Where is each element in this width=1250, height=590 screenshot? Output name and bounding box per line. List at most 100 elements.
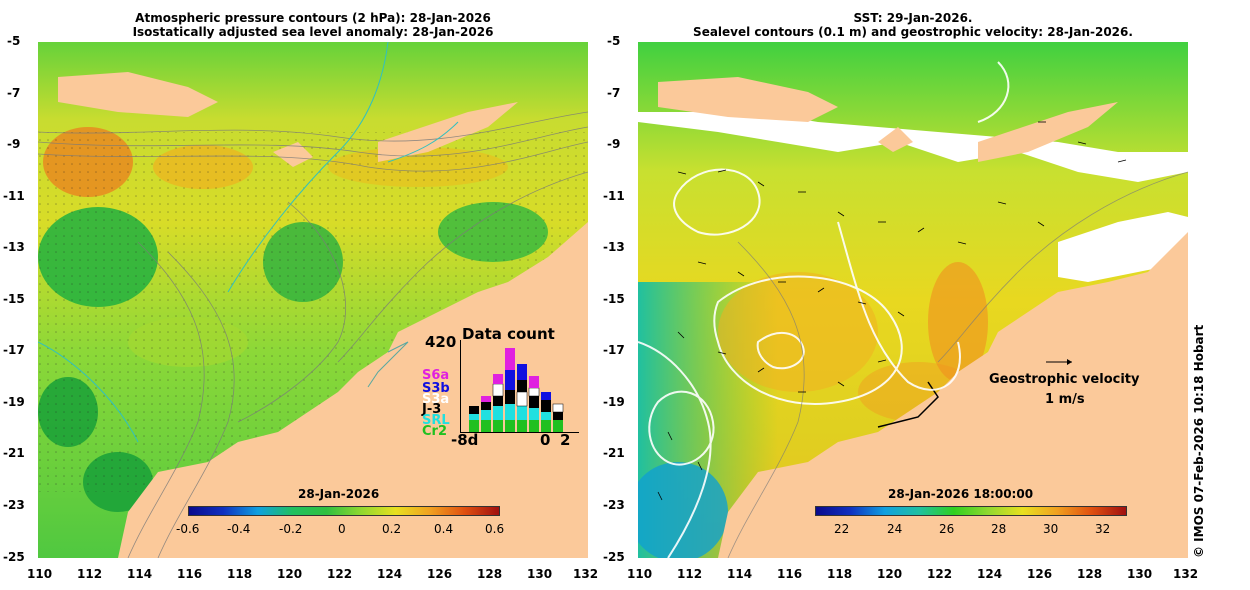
histogram-bar	[492, 374, 504, 432]
left-x-tick: 110	[27, 567, 53, 581]
left-y-tick: -25	[3, 550, 25, 564]
geostrophic-velocity-arrows	[657, 121, 1127, 501]
left-colorbar-tick: -0.4	[227, 522, 251, 536]
coastline-detail	[367, 341, 409, 388]
sea-level-anomaly-map	[38, 42, 588, 558]
cold-southwest-water	[638, 462, 728, 558]
right-title: SST: 29-Jan-2026. Sealevel contours (0.1…	[638, 11, 1188, 39]
right-y-tick: -15	[603, 292, 625, 306]
left-y-tick: -11	[3, 189, 25, 203]
mission-label-cr2: Cr2	[422, 424, 447, 439]
left-colorbar-tick: -0.6	[176, 522, 200, 536]
sea-level-contours	[638, 61, 1010, 558]
mission-label-s6a: S6a	[422, 368, 450, 383]
left-x-tick: 116	[177, 567, 203, 581]
island-java	[658, 77, 838, 122]
right-title-line1: SST: 29-Jan-2026.	[853, 11, 973, 25]
histogram-bar	[481, 396, 491, 432]
right-x-tick: 112	[677, 567, 703, 581]
sst-colorbar	[815, 506, 1127, 516]
velocity-legend-title: Geostrophic velocity	[989, 372, 1140, 387]
velocity-scale-arrow	[1046, 359, 1072, 365]
left-x-tick: 114	[127, 567, 153, 581]
island-timor	[378, 102, 518, 162]
right-y-tick: -19	[603, 395, 625, 409]
right-y-tick: -5	[607, 34, 621, 48]
right-y-tick: -13	[603, 240, 625, 254]
histogram-bar	[528, 376, 540, 432]
left-y-tick: -13	[3, 240, 25, 254]
right-title-line2: Sealevel contours (0.1 m) and geostrophi…	[693, 25, 1133, 39]
left-map[interactable]	[38, 42, 588, 558]
anomaly-colorbar	[188, 506, 500, 516]
data-count-title: Data count	[462, 325, 555, 343]
data-count-x-end: 2	[560, 431, 571, 449]
left-x-tick: 122	[327, 567, 353, 581]
right-x-tick: 120	[877, 567, 903, 581]
left-x-tick: 132	[573, 567, 599, 581]
left-colorbar-tick: 0.6	[485, 522, 505, 536]
right-map[interactable]	[638, 42, 1188, 558]
pressure-contours	[38, 42, 459, 443]
data-count-histogram	[460, 340, 579, 433]
island-java	[58, 72, 218, 117]
coastline-detail	[877, 381, 939, 428]
australia-mainland	[718, 232, 1188, 558]
mission-label-j3: J-3	[422, 402, 442, 417]
left-x-tick: 126	[427, 567, 453, 581]
left-x-tick: 124	[377, 567, 403, 581]
histogram-bar	[541, 392, 551, 432]
data-count-x-zero: 0	[540, 431, 551, 449]
right-y-tick: -7	[607, 86, 621, 100]
velocity-legend-scale: 1 m/s	[1045, 392, 1085, 407]
left-x-tick: 118	[227, 567, 253, 581]
right-x-tick: 130	[1127, 567, 1153, 581]
mission-label-srl: SRL	[422, 413, 450, 428]
right-colorbar-tick: 30	[1043, 522, 1059, 536]
right-y-tick: -21	[603, 446, 625, 460]
histogram-bar	[505, 348, 515, 432]
left-x-tick: 120	[277, 567, 303, 581]
right-colorbar-tick: 28	[991, 522, 1007, 536]
data-count-bars	[469, 348, 564, 432]
left-y-tick: -15	[3, 292, 25, 306]
left-y-tick: -21	[3, 446, 25, 460]
mission-label-s3a: S3a	[422, 392, 450, 407]
imos-credit: © IMOS 07-Feb-2026 10:18 Hobart	[1192, 324, 1206, 558]
right-x-tick: 126	[1027, 567, 1053, 581]
right-x-tick: 124	[977, 567, 1003, 581]
right-y-tick: -25	[603, 550, 625, 564]
left-title-line1: Atmospheric pressure contours (2 hPa): 2…	[135, 11, 491, 25]
australia-mainland	[118, 222, 588, 558]
histogram-bar	[552, 403, 564, 432]
right-y-tick: -17	[603, 343, 625, 357]
left-y-tick: -17	[3, 343, 25, 357]
histogram-bar	[469, 406, 479, 432]
right-x-tick: 122	[927, 567, 953, 581]
right-y-tick: -9	[607, 137, 621, 151]
data-count-x-start: -8d	[451, 431, 479, 449]
left-colorbar-tick: -0.2	[279, 522, 303, 536]
left-y-tick: -5	[7, 34, 21, 48]
right-x-tick: 118	[827, 567, 853, 581]
right-colorbar-tick: 24	[887, 522, 903, 536]
right-x-tick: 110	[627, 567, 653, 581]
left-title-line2: Isostatically adjusted sea level anomaly…	[132, 25, 494, 39]
left-x-tick: 130	[527, 567, 553, 581]
left-x-tick: 128	[477, 567, 503, 581]
island-sumbawa	[273, 142, 313, 167]
bathymetry-contours	[38, 111, 588, 558]
left-y-tick: -7	[7, 86, 21, 100]
island-sumbawa	[878, 127, 913, 152]
warm-coast-water	[928, 262, 988, 382]
left-colorbar-tick: 0.2	[382, 522, 402, 536]
histogram-bar	[516, 364, 528, 432]
right-x-tick: 132	[1173, 567, 1199, 581]
left-y-tick: -9	[7, 137, 21, 151]
right-x-tick: 116	[777, 567, 803, 581]
right-x-tick: 128	[1077, 567, 1103, 581]
mission-label-s3b: S3b	[422, 381, 450, 396]
bathymetry-contours	[727, 171, 1188, 558]
right-colorbar-tick: 26	[939, 522, 955, 536]
left-colorbar-label: 28-Jan-2026	[298, 487, 380, 501]
